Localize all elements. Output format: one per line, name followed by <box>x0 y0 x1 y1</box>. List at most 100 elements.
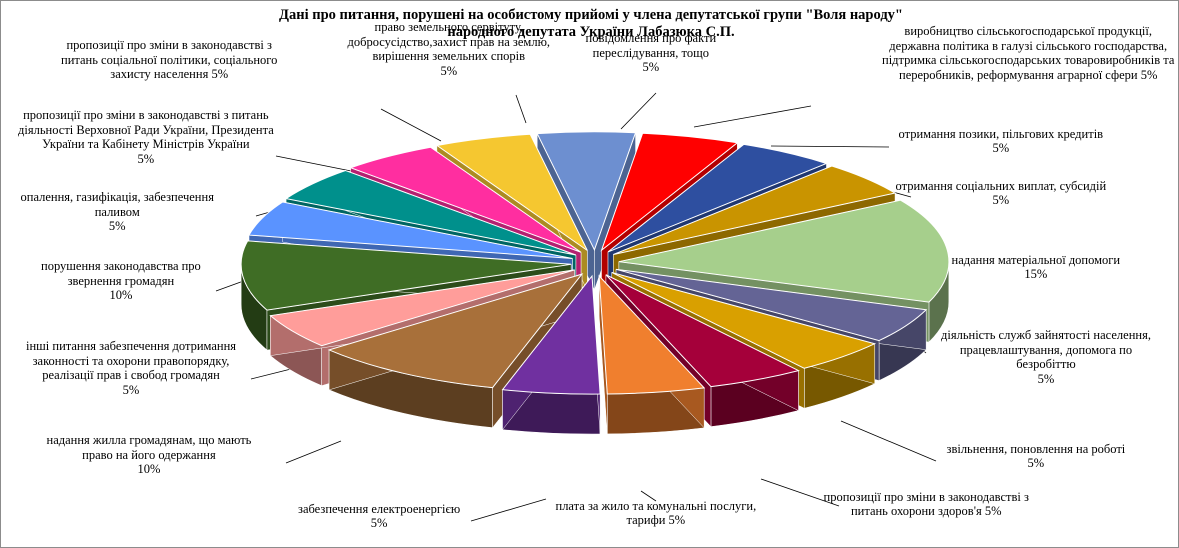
slice-label-line: виробництво сільськогосподарської продук… <box>904 24 1152 38</box>
pie-slice-16 <box>435 133 588 251</box>
pie-slice-8 <box>598 274 706 395</box>
pie-slice-6 <box>611 271 877 369</box>
slice-label-line: питань соціальної політики, соціального <box>61 52 278 67</box>
slice-label-8: плата за жило та комунальні послуги, тари… <box>556 499 757 528</box>
slice-label-line: 5% <box>122 382 140 397</box>
slice-label-line: 10% <box>137 462 161 476</box>
pie-slice-7 <box>605 274 800 388</box>
slice-label-line: питань охорони здоров'я 5% <box>850 504 1002 518</box>
slice-label-line: 5% <box>992 141 1010 155</box>
pie-slice-4 <box>618 199 950 303</box>
slice-label-2: отримання позики, пільгових кредитів 5% <box>899 127 1104 156</box>
chart-title-line-1: Дані про питання, порушені на особистому… <box>279 7 903 23</box>
slice-label-line: опалення, газифікація, забезпечення <box>20 190 214 204</box>
slice-label-line: 10% <box>109 288 133 302</box>
leader-line-9 <box>470 498 547 522</box>
leader-line-0 <box>620 92 657 130</box>
slice-label-4: надання матеріальної допомоги 15% <box>952 253 1121 282</box>
slice-label-15: пропозиції про зміни в законодавстві з пи… <box>61 38 277 82</box>
slice-label-13: опалення, газифікація, забезпечення палив… <box>21 190 214 234</box>
slice-label-line: добросусідство,захист прав на землю, <box>347 34 551 49</box>
leader-lines <box>215 92 947 522</box>
slice-label-line: 5% <box>1027 456 1045 470</box>
pie-slice-2 <box>607 143 828 253</box>
leader-line-7 <box>760 478 840 507</box>
pie-slice-12 <box>240 240 572 311</box>
slice-label-line: 5% <box>1037 371 1055 386</box>
leader-line-6 <box>840 420 937 462</box>
slice-label-line: пропозиції про зміни в законодавстві з <box>823 489 1029 504</box>
pie-slice-1 <box>600 132 739 252</box>
slice-label-line: переслідування, тощо <box>592 45 709 60</box>
pie-slice-10 <box>327 273 584 389</box>
slice-label-line: надання матеріальної допомоги <box>951 252 1121 267</box>
slice-label-16: право земельного сервітуту, добросусідств… <box>348 20 551 78</box>
pie-slice-5 <box>615 268 928 342</box>
slice-label-line: 5% <box>137 151 155 166</box>
slice-label-line: діяльності Верховної Ради України, Прези… <box>18 122 274 137</box>
slice-label-3: отримання соціальних виплат, субсидій 5% <box>896 179 1107 208</box>
slice-label-line: 15% <box>1024 267 1048 281</box>
leader-line-1 <box>693 105 812 128</box>
slice-label-line: забезпечення електроенергією <box>298 501 461 516</box>
slice-label-line: безробіттю <box>1016 357 1076 371</box>
pie-slice-13 <box>248 201 573 259</box>
slice-label-line: діяльність служб зайнятості населення, <box>941 328 1151 342</box>
slice-label-0: повідомлення про факти переслідування, то… <box>586 31 717 75</box>
slice-label-line: пропозиції про зміни в законодавстві з п… <box>23 108 269 122</box>
slice-label-11: інші питання забезпечення дотримання зако… <box>26 339 236 397</box>
slice-label-line: вирішення земельних спорів <box>372 49 526 63</box>
slice-label-line: переробників, реформування аграрної сфер… <box>899 67 1158 82</box>
slice-label-12: порушення законодавства про звернення гро… <box>41 259 201 303</box>
slice-label-line: пропозиції про зміни в законодавстві з <box>66 38 272 52</box>
slice-label-7: пропозиції про зміни в законодавстві з пи… <box>824 490 1029 519</box>
slice-label-line: працевлаштування, допомога по <box>959 342 1133 357</box>
slice-label-line: реалізації прав і свобод громадян <box>42 368 220 382</box>
slice-label-line: звернення громадян <box>67 273 175 288</box>
leader-line-8 <box>640 490 657 502</box>
chart-title: Дані про питання, порушені на особистому… <box>181 7 1001 41</box>
slice-label-6: звільнення, поновлення на роботі 5% <box>947 442 1126 471</box>
slice-label-line: 5% <box>370 516 388 530</box>
slice-label-14: пропозиції про зміни в законодавстві з п… <box>18 108 274 166</box>
slice-label-line: державна політика в галузі сільського го… <box>889 38 1168 53</box>
slice-label-1: виробництво сільськогосподарської продук… <box>882 24 1174 82</box>
slice-label-line: право земельного сервітуту, <box>374 20 524 34</box>
slice-label-line: повідомлення про факти <box>585 31 717 45</box>
slice-label-line: законності та охорони правопорядку, <box>32 353 230 368</box>
pie-slice-15 <box>349 146 582 253</box>
chart-title-line-2: народного депутата України Лабазюка С.П. <box>447 24 735 40</box>
leader-line-16 <box>515 94 527 124</box>
slice-label-5: діяльність служб зайнятості населення, пр… <box>941 328 1151 386</box>
slice-label-10: надання жилла громадянам, що мають право … <box>47 433 252 477</box>
slice-label-line: звільнення, поновлення на роботі <box>946 441 1126 456</box>
slice-label-line: інші питання забезпечення дотримання <box>26 339 237 353</box>
slice-label-9: забезпечення електроенергією 5% <box>298 502 460 531</box>
pie-slice-0 <box>536 131 637 252</box>
slice-label-line: 5% <box>992 193 1010 207</box>
slice-label-line: 5% <box>642 60 660 74</box>
slice-label-line: України та Кабінету Міністрів України <box>42 137 250 151</box>
pie-slice-9 <box>501 274 601 395</box>
slice-label-line: 5% <box>440 63 458 78</box>
leader-line-2 <box>770 145 890 148</box>
pie-slice-3 <box>613 165 897 256</box>
leader-line-11 <box>250 368 292 380</box>
pie-slice-11 <box>269 269 575 347</box>
leader-line-15 <box>380 108 442 142</box>
slice-label-line: підтримка сільськогосподарських товарови… <box>882 53 1175 67</box>
pie-tops <box>240 131 950 395</box>
slice-label-line: плата за жило та комунальні послуги, <box>555 498 757 513</box>
slice-label-line: 5% <box>108 219 126 233</box>
leader-line-10 <box>285 440 342 464</box>
slice-label-line: захисту населення 5% <box>110 67 229 81</box>
slice-label-line: паливом <box>94 204 140 219</box>
slice-label-line: тарифи 5% <box>626 513 686 527</box>
pie-slice-14 <box>284 169 577 256</box>
slice-label-line: порушення законодавства про <box>41 259 201 273</box>
leader-line-14 <box>275 155 362 174</box>
slice-label-line: право на його одержання <box>82 447 216 462</box>
slice-label-line: надання жилла громадянам, що мають <box>46 433 252 447</box>
